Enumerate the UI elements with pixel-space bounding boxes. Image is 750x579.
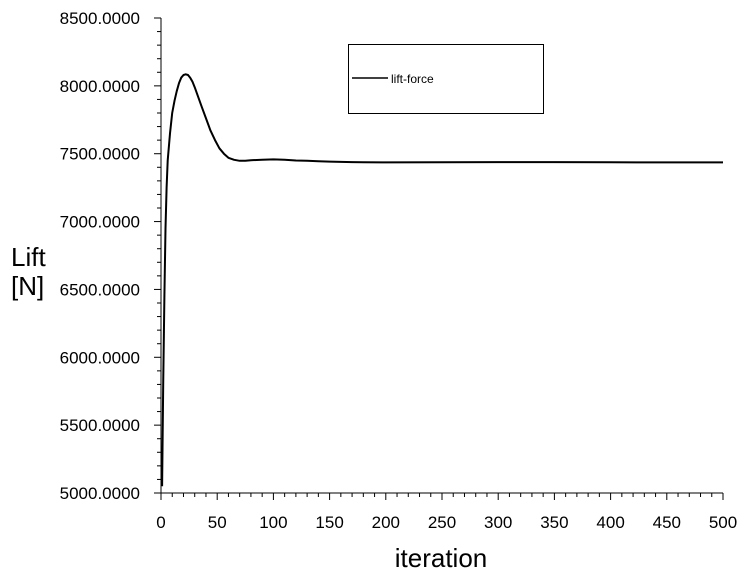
y-axis: 5000.0000 5500.0000 6000.0000 6500.0000 7000… <box>60 9 162 503</box>
y-tick-label: 7000.0000 <box>60 213 140 232</box>
x-tick-label: 100 <box>259 513 287 532</box>
x-tick-label: 0 <box>156 513 165 532</box>
y-tick-label: 6500.0000 <box>60 280 140 299</box>
series-layer <box>161 73 723 487</box>
x-axis: 0 50 100 150 200 250 300 350 400 450 500 <box>156 492 737 532</box>
x-tick-label: 200 <box>372 513 400 532</box>
y-tick-label: 7500.0000 <box>60 145 140 164</box>
y-axis-title-line: Lift <box>11 242 46 272</box>
x-tick-label: 350 <box>540 513 568 532</box>
legend: lift-force <box>348 44 544 114</box>
x-tick-label: 400 <box>596 513 624 532</box>
y-tick-label: 5000.0000 <box>60 484 140 503</box>
y-tick-label: 6000.0000 <box>60 348 140 367</box>
series-line-lift-force <box>161 73 723 487</box>
y-tick-label: 8500.0000 <box>60 9 140 28</box>
x-tick-label: 300 <box>484 513 512 532</box>
x-axis-title: iteration <box>395 543 488 573</box>
legend-label-lift-force: lift-force <box>391 72 434 86</box>
x-tick-label: 450 <box>653 513 681 532</box>
y-tick-label: 8000.0000 <box>60 77 140 96</box>
x-tick-label: 150 <box>315 513 343 532</box>
x-tick-label: 500 <box>709 513 737 532</box>
x-tick-label: 50 <box>208 513 227 532</box>
x-tick-label: 250 <box>428 513 456 532</box>
y-tick-label: 5500.0000 <box>60 416 140 435</box>
y-axis-title-line: [N] <box>11 271 44 301</box>
y-axis-title: Lift[N] <box>11 242 46 301</box>
legend-box <box>348 44 544 114</box>
